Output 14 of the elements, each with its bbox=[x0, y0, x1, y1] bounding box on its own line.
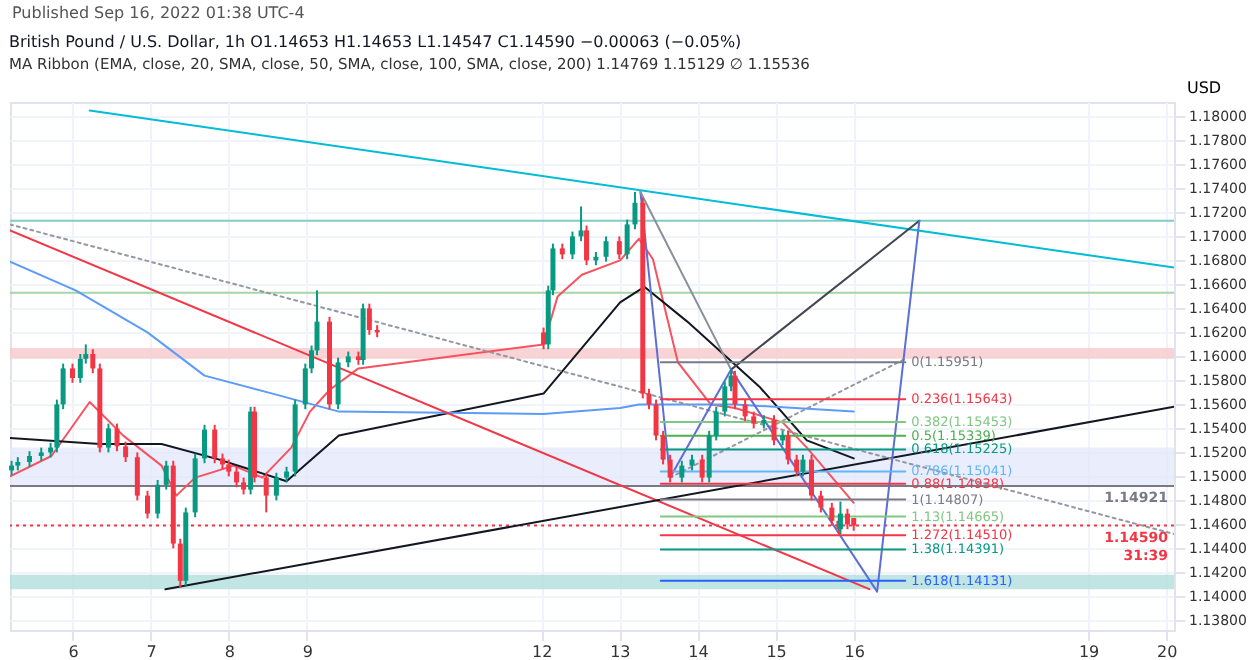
x-tick-label: 15 bbox=[766, 643, 787, 660]
x-tick-label: 9 bbox=[302, 643, 313, 660]
x-tick-label: 19 bbox=[1078, 643, 1100, 660]
x-tick-label: 8 bbox=[224, 643, 235, 660]
text: Published Sep 16, 2022 01:38 UTC-4 bbox=[10, 2, 307, 26]
x-tick-label: 14 bbox=[688, 643, 709, 660]
chart-title: British Pound / U.S. Dollar, 1h O1.14653 H1.14653 L1.14547 C1.14590 −0.00063 (−0.05%) bbox=[9, 33, 742, 51]
x-tick-label: 12 bbox=[532, 643, 553, 660]
x-tick-label: 7 bbox=[146, 643, 157, 660]
x-tick-label: 6 bbox=[68, 643, 79, 660]
x-tick-label: 13 bbox=[610, 643, 631, 660]
x-tick-label: 20 bbox=[1157, 643, 1178, 660]
y-axis-title: USD bbox=[1187, 79, 1222, 97]
x-tick-label: 16 bbox=[844, 643, 865, 660]
